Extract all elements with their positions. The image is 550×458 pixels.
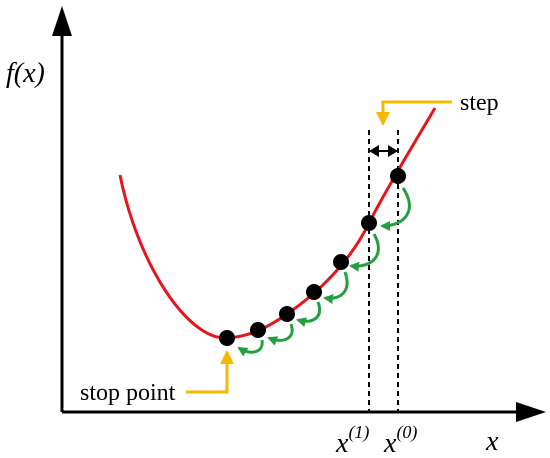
axes <box>52 6 546 422</box>
step-callout <box>376 100 452 126</box>
x1-label: x(1) <box>335 422 369 458</box>
step-label: step <box>460 90 499 116</box>
x0-sup: (0) <box>396 422 417 443</box>
x-axis-label: x <box>485 426 499 457</box>
x1-sup: (1) <box>348 422 369 443</box>
x0-base: x <box>383 428 397 458</box>
step-width <box>369 145 398 157</box>
y-axis-label: f(x) <box>6 58 45 89</box>
x0-label: x(0) <box>383 422 417 458</box>
stop-callout <box>186 350 234 394</box>
function-curve <box>118 107 437 340</box>
iterates <box>219 168 406 346</box>
descent-arrows <box>237 187 411 357</box>
x1-base: x <box>335 428 349 458</box>
stop-point-label: stop point <box>80 380 176 406</box>
